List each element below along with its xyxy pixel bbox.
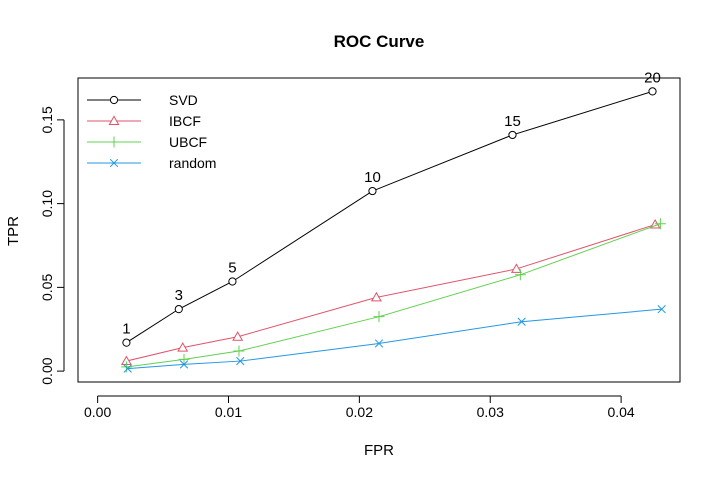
y-tick-label: 0.15 bbox=[39, 106, 55, 133]
data-point bbox=[648, 87, 657, 96]
series-line bbox=[126, 224, 656, 362]
data-point bbox=[368, 186, 377, 196]
x-tick-label: 0.02 bbox=[346, 404, 373, 420]
data-point bbox=[236, 356, 245, 366]
legend: SVD IBCF UBCF random bbox=[87, 92, 216, 171]
data-point bbox=[517, 317, 526, 326]
series-ibcf bbox=[120, 218, 661, 366]
x-tick-label: 0.04 bbox=[607, 404, 634, 420]
data-point bbox=[179, 360, 189, 369]
data-point bbox=[508, 130, 517, 140]
data-point bbox=[228, 277, 237, 286]
y-tick-label: 0.00 bbox=[39, 357, 55, 384]
legend-label: IBCF bbox=[169, 113, 201, 129]
data-point bbox=[174, 305, 183, 314]
data-point bbox=[123, 364, 132, 373]
point-label: 5 bbox=[228, 260, 236, 277]
y-axis: 0.00 0.05 0.10 0.15 bbox=[39, 106, 65, 385]
data-point bbox=[370, 291, 382, 302]
legend-item-random: random bbox=[87, 155, 216, 171]
data-point bbox=[514, 269, 526, 281]
data-point bbox=[177, 342, 189, 352]
data-point bbox=[373, 311, 385, 323]
point-label: 20 bbox=[644, 69, 661, 86]
legend-item-svd: SVD bbox=[87, 92, 198, 108]
data-point bbox=[374, 339, 384, 348]
data-point bbox=[233, 345, 245, 357]
y-tick-label: 0.05 bbox=[39, 274, 55, 301]
x-tick-label: 0.00 bbox=[84, 404, 111, 420]
point-label: 10 bbox=[364, 169, 381, 186]
legend-marker bbox=[109, 158, 119, 168]
x-tick-label: 0.01 bbox=[215, 404, 242, 420]
data-point bbox=[657, 304, 666, 314]
data-point bbox=[178, 353, 190, 365]
legend-marker bbox=[108, 115, 120, 125]
point-label: 3 bbox=[175, 287, 183, 304]
legend-marker bbox=[108, 136, 120, 148]
legend-label: SVD bbox=[169, 92, 198, 108]
series-line bbox=[126, 223, 661, 368]
legend-item-ibcf: IBCF bbox=[87, 113, 201, 129]
point-labels: 1 3 5 10 15 20 bbox=[122, 69, 661, 337]
y-axis-label: TPR bbox=[5, 216, 22, 246]
series-line bbox=[126, 90, 653, 344]
series-layer bbox=[120, 87, 666, 373]
legend-item-ubcf: UBCF bbox=[87, 134, 207, 150]
data-point bbox=[510, 263, 522, 273]
series-line bbox=[127, 308, 662, 370]
x-axis-label: FPR bbox=[364, 442, 394, 459]
x-tick-label: 0.03 bbox=[477, 404, 504, 420]
plot-box bbox=[77, 77, 681, 383]
series-ubcf bbox=[120, 218, 666, 373]
data-point bbox=[122, 338, 131, 347]
chart-title: ROC Curve bbox=[334, 32, 425, 51]
legend-marker bbox=[109, 95, 119, 105]
data-point bbox=[654, 218, 666, 230]
series-random bbox=[123, 304, 666, 373]
data-point bbox=[232, 331, 244, 341]
legend-label: UBCF bbox=[169, 134, 207, 150]
point-label: 15 bbox=[504, 113, 521, 130]
legend-label: random bbox=[169, 155, 216, 171]
y-tick-label: 0.10 bbox=[39, 190, 55, 217]
point-label: 1 bbox=[122, 321, 130, 338]
x-axis: 0.00 0.01 0.02 0.03 0.04 bbox=[84, 395, 635, 420]
series-svd bbox=[122, 87, 657, 347]
